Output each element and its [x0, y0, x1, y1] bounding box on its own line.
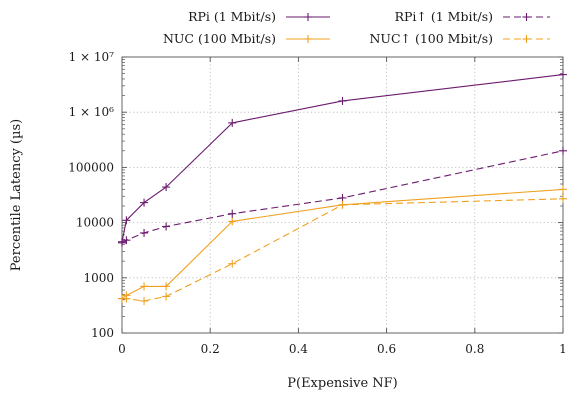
legend-label: NUC↑ (100 Mbit/s) [369, 31, 493, 46]
data-point [118, 238, 126, 247]
x-tick-label: 1 [559, 342, 567, 356]
y-tick-label: 1 × 10⁷ [69, 50, 115, 64]
x-tick-label: 0.6 [377, 342, 396, 356]
data-point [228, 259, 237, 268]
y-tick-label: 100 [91, 326, 114, 340]
y-tick-label: 10000 [76, 216, 114, 230]
axes: 0 0.2 0.4 0.6 0.8 1 100 1000 10000 100000 1 × 10⁶ 1… [68, 50, 567, 356]
series-3 [118, 194, 567, 305]
legend-marker [304, 35, 312, 43]
legend-label: NUC (100 Mbit/s) [163, 31, 276, 46]
data-point [162, 292, 171, 301]
data-point [162, 222, 171, 231]
data-point [338, 96, 347, 105]
data-point [338, 193, 347, 202]
legend-label: RPi↑ (1 Mbit/s) [395, 9, 493, 24]
legend-item: NUC (100 Mbit/s) [163, 31, 330, 46]
data-point [228, 118, 237, 127]
legend-marker [522, 13, 531, 21]
data-point [140, 198, 149, 207]
x-tick-label: 0 [118, 342, 126, 356]
data-point [559, 70, 567, 79]
x-axis-title: P(Expensive NF) [287, 376, 398, 391]
data-point [140, 228, 149, 237]
data-point [140, 296, 149, 305]
series-0 [118, 70, 567, 246]
x-tick-label: 0.8 [465, 342, 484, 356]
data-point [559, 185, 567, 194]
legend-item: RPi (1 Mbit/s) [188, 9, 330, 24]
data-point [122, 236, 131, 245]
series-line [122, 198, 564, 302]
data-point [122, 216, 131, 225]
series-lines [118, 70, 567, 305]
data-point [162, 282, 171, 291]
y-tick-label: 1000 [83, 271, 114, 285]
data-point [122, 294, 131, 303]
y-tick-label: 1 × 10⁶ [69, 105, 115, 119]
series-2 [118, 146, 567, 247]
legend-label: RPi (1 Mbit/s) [188, 9, 276, 24]
legend-marker [304, 13, 312, 21]
data-point [559, 194, 567, 203]
data-point [162, 183, 171, 192]
y-tick-label: 100000 [68, 160, 114, 174]
data-point [228, 209, 237, 218]
legend-item: RPi↑ (1 Mbit/s) [395, 9, 550, 24]
data-point [228, 217, 237, 226]
legend: RPi (1 Mbit/s) NUC (100 Mbit/s) RPi↑ (1 Mb… [163, 9, 550, 46]
y-axis-title: Percentile Latency (µs) [9, 119, 24, 271]
legend-marker [522, 35, 531, 43]
data-point [140, 282, 149, 291]
data-point [559, 146, 567, 155]
data-point [338, 200, 347, 209]
grid [122, 57, 563, 333]
legend-item: NUC↑ (100 Mbit/s) [369, 31, 550, 46]
x-tick-label: 0.2 [201, 342, 220, 356]
x-tick-label: 0.4 [289, 342, 308, 356]
